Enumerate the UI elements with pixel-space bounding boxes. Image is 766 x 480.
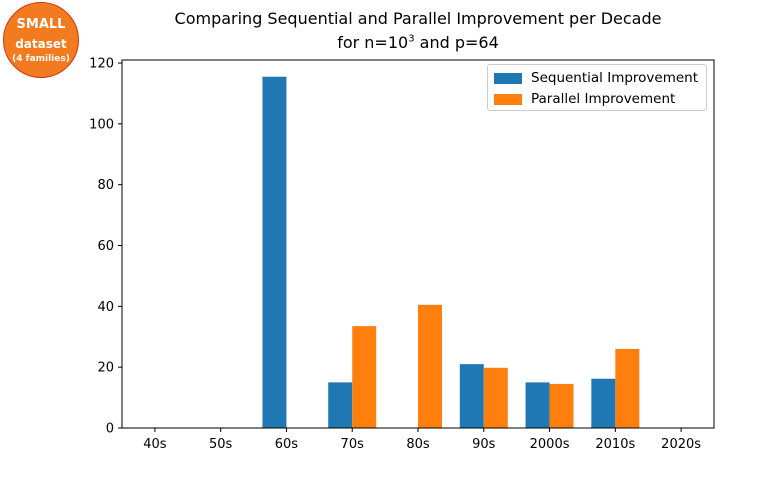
x-tick-label-40s: 40s bbox=[143, 437, 167, 452]
x-tick-label-2020s: 2020s bbox=[661, 437, 701, 452]
x-tick-label-2010s: 2010s bbox=[595, 437, 635, 452]
y-tick-label-60: 60 bbox=[97, 239, 114, 254]
x-tick-label-80s: 80s bbox=[406, 437, 430, 452]
bar-parallel-2010s bbox=[615, 348, 640, 428]
badge-line3: (4 families) bbox=[12, 54, 70, 64]
bars-group bbox=[262, 76, 640, 429]
x-tick-label-70s: 70s bbox=[341, 437, 365, 452]
bar-sequential-2000s bbox=[525, 382, 550, 428]
legend-entry-sequential: Sequential Improvement bbox=[494, 70, 698, 86]
x-tick-label-90s: 90s bbox=[472, 437, 496, 452]
bar-parallel-90s bbox=[483, 367, 508, 428]
chart-title-line2-prefix: for n=10 bbox=[337, 33, 409, 52]
bar-sequential-90s bbox=[459, 364, 484, 428]
axes-group: 40s 50s 60s 70s 80s 90s 2000s 2010s 2020s 0 20 40 60… bbox=[89, 57, 715, 452]
x-tick-label-50s: 50s bbox=[209, 437, 233, 452]
bar-parallel-80s bbox=[418, 304, 442, 428]
bar-sequential-60s bbox=[262, 76, 287, 429]
badge-line2: dataset bbox=[15, 37, 67, 51]
plot-frame bbox=[121, 59, 715, 429]
y-tick-label-100: 100 bbox=[89, 117, 114, 132]
legend-swatch-sequential bbox=[494, 72, 522, 84]
chart-title-line2: for n=103 and p=64 bbox=[0, 33, 766, 52]
legend-label-sequential: Sequential Improvement bbox=[531, 70, 699, 86]
chart-legend: Sequential Improvement Parallel Improvem… bbox=[487, 64, 707, 111]
dataset-size-badge: SMALL dataset (4 families) bbox=[3, 2, 79, 78]
bar-sequential-2010s bbox=[591, 378, 616, 428]
legend-swatch-parallel bbox=[494, 93, 522, 105]
x-tick-label-2000s: 2000s bbox=[530, 437, 570, 452]
bar-parallel-2000s bbox=[549, 383, 574, 428]
y-tick-label-20: 20 bbox=[97, 361, 114, 376]
bar-parallel-70s bbox=[352, 326, 377, 428]
x-tick-label-60s: 60s bbox=[275, 437, 299, 452]
y-tick-label-80: 80 bbox=[97, 178, 114, 193]
chart-title-line1: Comparing Sequential and Parallel Improv… bbox=[174, 9, 662, 28]
y-tick-label-40: 40 bbox=[97, 300, 114, 315]
badge-line1: SMALL bbox=[16, 17, 66, 32]
y-tick-label-0: 0 bbox=[106, 422, 114, 437]
legend-entry-parallel: Parallel Improvement bbox=[494, 91, 675, 107]
chart-title-line2-suffix: and p=64 bbox=[414, 33, 499, 52]
chart-title-line2-sup: 3 bbox=[408, 33, 415, 45]
y-tick-label-120: 120 bbox=[89, 57, 114, 72]
legend-label-parallel: Parallel Improvement bbox=[531, 91, 676, 107]
bar-sequential-70s bbox=[328, 382, 353, 428]
